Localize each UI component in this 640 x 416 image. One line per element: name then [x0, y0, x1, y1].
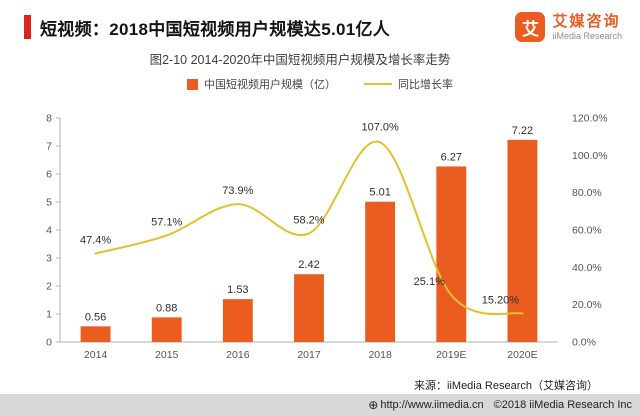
axis-tick-label: 120.0% [572, 113, 608, 125]
bar-value-label: 0.88 [156, 302, 177, 314]
axis-tick-label: 0.0% [572, 337, 596, 349]
line-legend-label: 同比增长率 [398, 79, 453, 91]
x-axis-label: 2018 [368, 349, 392, 361]
bar-2019E [436, 166, 467, 342]
bar-legend-label: 中国短视频用户规模（亿） [204, 79, 336, 91]
axis-tick-label: 6 [46, 169, 52, 181]
x-axis-label: 2019E [436, 349, 466, 361]
axis-tick-label: 8 [46, 113, 52, 125]
bar-2016 [222, 299, 253, 342]
iimedia-logo-text: 艾媒咨询 iiMedia Research [552, 13, 622, 42]
legend-item-line: 同比增长率 [364, 76, 453, 92]
bar-value-label: 6.27 [441, 151, 462, 163]
bar-2015 [151, 317, 182, 342]
axis-tick-label: 7 [46, 141, 52, 153]
legend-item-bar: 中国短视频用户规模（亿） [187, 76, 336, 92]
title-accent-bar [24, 15, 31, 39]
growth-rate-label: 15.20% [482, 295, 520, 307]
footer: ⊕ http://www.iimedia.cn ©2018 iiMedia Re… [0, 394, 640, 416]
bar-legend-swatch [187, 78, 198, 90]
footer-url: http://www.iimedia.cn [380, 399, 484, 411]
growth-rate-label: 47.4% [80, 235, 111, 247]
iimedia-logo-icon: 艾 [515, 12, 546, 42]
axis-tick-label: 2 [46, 281, 52, 293]
bar-value-label: 1.53 [227, 284, 248, 296]
growth-rate-label: 107.0% [361, 121, 399, 133]
source-note: 来源：iiMedia Research（艾媒咨询） [414, 380, 598, 392]
axis-tick-label: 100.0% [572, 150, 608, 162]
axis-tick-label: 3 [46, 253, 52, 265]
title-wrap: 短视频：2018中国短视频用户规模达5.01亿人 [24, 15, 515, 40]
bar-2018 [365, 201, 396, 342]
axis-tick-label: 5 [46, 197, 52, 209]
axis-tick-label: 60.0% [572, 225, 602, 237]
chart-title: 图2-10 2014-2020年中国短视频用户规模及增长率走势 [149, 53, 451, 67]
bar-value-label: 2.42 [298, 259, 319, 271]
x-axis-label: 2016 [226, 349, 250, 361]
axis-tick-label: 20.0% [572, 299, 602, 311]
x-axis-label: 2020E [507, 349, 537, 361]
axis-tick-label: 1 [46, 309, 52, 321]
bar-value-label: 7.22 [512, 125, 533, 137]
x-axis-label: 2014 [84, 349, 108, 361]
header: 短视频：2018中国短视频用户规模达5.01亿人 艾 艾媒咨询 iiMedia … [0, 0, 640, 44]
globe-icon: ⊕ [368, 398, 379, 412]
growth-line [94, 140, 524, 315]
bar-value-label: 5.01 [369, 187, 390, 199]
growth-rate-label: 73.9% [222, 185, 253, 197]
logo-subtitle: iiMedia Research [552, 30, 622, 41]
bar-2017 [294, 274, 324, 342]
chart-legend: 中国短视频用户规模（亿） 同比增长率 [0, 76, 640, 92]
chart-wrap: 0 1 2 3 4 5 6 7 8 0.0% 20.0% 40.0% 60.0% 80.0% 100.0% 1… [0, 92, 640, 375]
axis-tick-label: 4 [46, 225, 52, 237]
x-axis-label: 2017 [297, 349, 321, 361]
bar-2014 [80, 326, 111, 342]
axis-tick-label: 40.0% [572, 262, 602, 274]
iimedia-logo: 艾 艾媒咨询 iiMedia Research [515, 12, 622, 42]
bar-2020E [507, 139, 538, 342]
growth-rate-label: 57.1% [151, 216, 182, 228]
bar-value-label: 0.56 [85, 311, 106, 323]
logo-name: 艾媒咨询 [552, 12, 621, 30]
footer-copyright: ©2018 iiMedia Research Inc [493, 399, 632, 411]
chart-canvas: 0123456780.0%20.0%40.0%60.0%80.0%100.0%1… [46, 113, 608, 362]
axis-tick-label: 80.0% [572, 187, 602, 199]
growth-rate-label: 58.2% [293, 214, 324, 226]
growth-rate-label: 25.1% [414, 276, 445, 288]
axis-tick-label: 0 [46, 337, 52, 349]
line-legend-swatch [364, 83, 392, 85]
page-title: 短视频：2018中国短视频用户规模达5.01亿人 [40, 19, 391, 39]
x-axis-label: 2015 [155, 349, 179, 361]
